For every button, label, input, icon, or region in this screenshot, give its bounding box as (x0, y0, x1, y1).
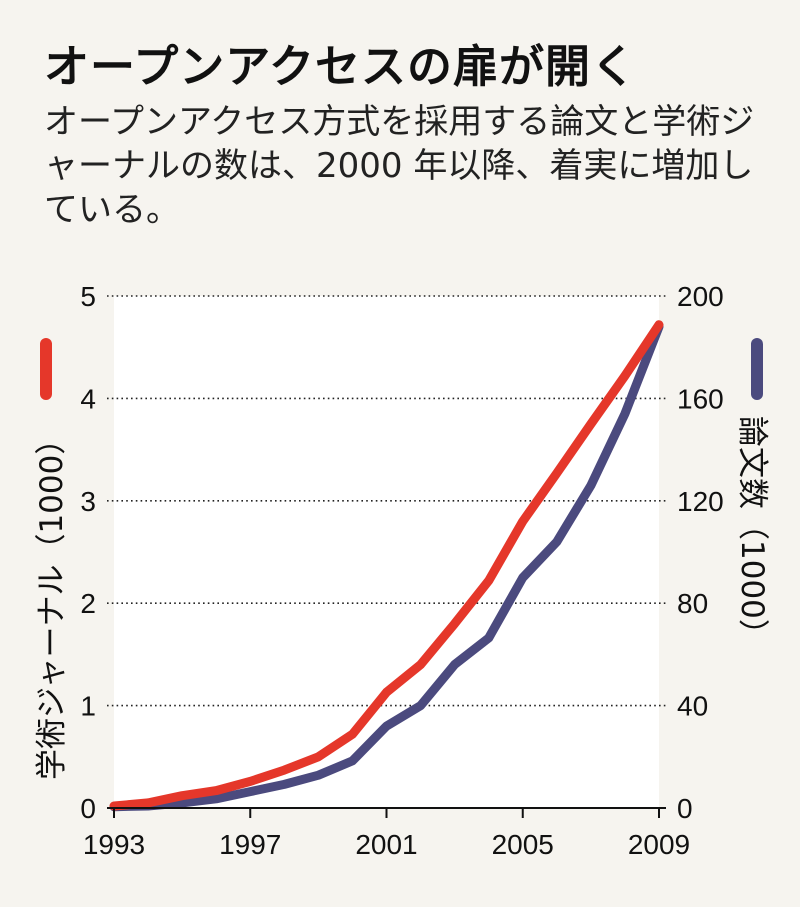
right-tick-label: 160 (677, 383, 724, 414)
x-tick-label: 2001 (355, 829, 417, 860)
right-tick-label: 0 (677, 793, 693, 824)
right-tick-label: 200 (677, 281, 724, 312)
x-tick-label: 1997 (219, 829, 281, 860)
x-tick-label: 1993 (83, 829, 145, 860)
left-tick-label: 4 (80, 383, 96, 414)
right-axis-title: 論文数（1000） (734, 416, 770, 650)
x-tick-label: 2009 (628, 829, 690, 860)
articles-series-line (109, 322, 664, 812)
left-tick-label: 1 (80, 691, 96, 722)
left-axis-ticks: 0 1 2 3 4 5 (80, 281, 96, 824)
left-axis-title: 学術ジャーナル（1000） (34, 424, 70, 780)
right-tick-label: 40 (677, 691, 708, 722)
journals-series-line (109, 320, 664, 811)
left-tick-label: 0 (80, 793, 96, 824)
right-axis-ticks: 0 40 80 120 160 200 (677, 281, 724, 824)
right-tick-label: 80 (677, 588, 708, 619)
series-lines (109, 320, 664, 812)
grid-lines (107, 295, 666, 707)
right-tick-label: 120 (677, 486, 724, 517)
x-axis-ticks: 1993 1997 2001 2005 2009 (83, 808, 690, 860)
left-tick-label: 3 (80, 486, 96, 517)
chart-subtitle: オープンアクセス方式を採用する論文と学術ジャーナルの数は、2000 年以降、着実… (44, 102, 755, 230)
left-tick-label: 5 (80, 281, 96, 312)
x-tick-label: 2005 (492, 829, 554, 860)
left-tick-label: 2 (80, 588, 96, 619)
chart-title: オープンアクセスの扉が開く (44, 40, 638, 93)
